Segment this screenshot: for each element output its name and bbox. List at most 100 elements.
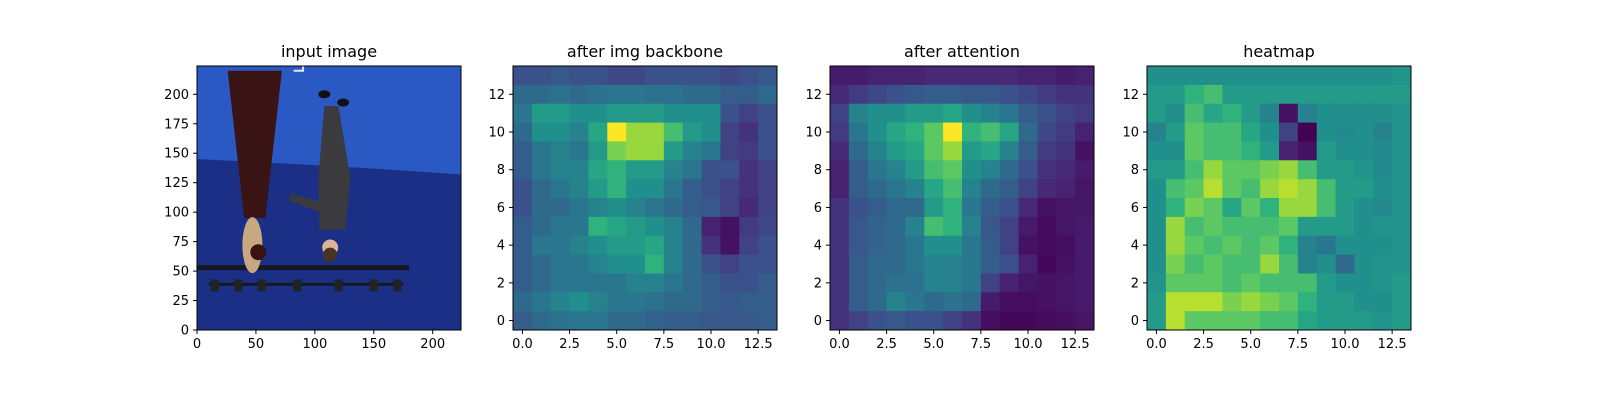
- panel-3-cell: [1184, 273, 1205, 293]
- panel-2-cell: [867, 103, 888, 124]
- photo-man-shoe: [318, 90, 331, 99]
- panel-3-cell: [1165, 216, 1186, 237]
- panel-1-cell: [588, 84, 608, 105]
- panel-3-cell: [1241, 198, 1261, 218]
- panel-1-cell: [607, 235, 627, 256]
- panel-1-cell: [607, 160, 627, 180]
- panel-3-cell: [1147, 84, 1167, 105]
- panel-2-cell: [1018, 292, 1038, 312]
- panel-1-cell: [531, 198, 552, 218]
- photo-light: [393, 279, 402, 292]
- panel-3-cell: [1203, 103, 1223, 124]
- panel-1-cell: [569, 179, 589, 199]
- panel-1-cell: [550, 235, 571, 256]
- panel-3-cell: [1241, 66, 1261, 86]
- panel-2-cell: [1037, 84, 1057, 105]
- panel-2-cell: [1018, 66, 1038, 86]
- panel-3-cell: [1297, 198, 1318, 218]
- panel-2-cell: [999, 254, 1020, 274]
- panel-2-cell: [1018, 254, 1038, 274]
- panel-2-cell: [1018, 160, 1038, 180]
- panel-1-cell: [758, 311, 778, 331]
- panel-3-cell: [1184, 122, 1205, 142]
- panel-2-ytick-label: 8: [814, 163, 822, 178]
- panel-3-cell: [1354, 311, 1374, 331]
- panel-3-cell: [1222, 179, 1242, 199]
- panel-1-cell: [513, 254, 533, 274]
- panel-1-ytick-label: 0: [497, 314, 505, 329]
- panel-1-cell: [531, 103, 552, 124]
- panel-1-cell: [663, 235, 684, 256]
- panel-2-cell: [830, 160, 850, 180]
- panel-3-cell: [1279, 198, 1299, 218]
- panel-1-cell: [607, 292, 627, 312]
- panel-2-cell: [943, 179, 963, 199]
- panel-2-cell: [943, 235, 963, 256]
- panel-1-cell: [663, 292, 684, 312]
- panel-2-cell: [830, 198, 850, 218]
- panel-2-cell: [1056, 122, 1076, 142]
- panel-2-cell: [1056, 292, 1076, 312]
- panel-2-cell: [905, 216, 925, 237]
- panel-1-cell: [588, 160, 608, 180]
- panel-2-cell: [980, 254, 1001, 274]
- panel-2-cell: [1018, 198, 1038, 218]
- panel-1-cell: [645, 141, 665, 161]
- panel-3-cell: [1392, 179, 1412, 199]
- panel-2-cell: [886, 198, 906, 218]
- panel-1-cell: [739, 235, 759, 256]
- panel-2-cell: [848, 235, 869, 256]
- panel-3-cell: [1165, 292, 1186, 312]
- panel-3: heatmap 0.0 2.5 5.0 7.5 10.0 12.5 0 2 4 6 8 10 12: [1122, 42, 1412, 352]
- panel-1-cell: [739, 198, 759, 218]
- panel-1-cell: [663, 198, 684, 218]
- panel-2-cell: [999, 179, 1020, 199]
- panel-3-cell: [1316, 141, 1337, 161]
- panel-1-cell: [739, 273, 759, 293]
- panel-2-cell: [1037, 311, 1057, 331]
- panel-1-cell: [513, 141, 533, 161]
- panel-3-cell: [1297, 122, 1318, 142]
- panel-3-cell: [1373, 292, 1393, 312]
- panel-3-cell: [1335, 198, 1355, 218]
- panel-2-cell: [924, 141, 944, 161]
- panel-1-cell: [645, 122, 665, 142]
- panel-2-cell: [924, 66, 944, 86]
- panel-2-cell: [867, 160, 888, 180]
- panel-3-cell: [1184, 66, 1205, 86]
- panel-3-cell: [1316, 84, 1337, 105]
- panel-2-xtick-label: 7.5: [971, 337, 992, 352]
- panel-2-cell: [886, 103, 906, 124]
- panel-1-cell: [588, 66, 608, 86]
- panel-3-cell: [1392, 292, 1412, 312]
- panel-2: after attention 0.0 2.5 5.0 7.5 10.0 12.5 0 2 4 6 8…: [805, 42, 1095, 352]
- panel-1-cell: [550, 311, 571, 331]
- panel-2-cell: [980, 122, 1001, 142]
- panel-3-cell: [1373, 84, 1393, 105]
- panel-2-cell: [1056, 179, 1076, 199]
- panel-3-title: heatmap: [1243, 42, 1315, 61]
- panel-3-cell: [1222, 122, 1242, 142]
- panel-1-cell: [531, 122, 552, 142]
- panel-1-xtick-label: 5.0: [606, 337, 627, 352]
- panel-2-cell: [886, 273, 906, 293]
- panel-2-cell: [924, 216, 944, 237]
- panel-2-cell: [1075, 179, 1095, 199]
- panel-1-cell: [720, 254, 740, 274]
- panel-2-cell: [1056, 103, 1076, 124]
- panel-1-cell: [531, 235, 552, 256]
- panel-3-cell: [1203, 311, 1223, 331]
- panel-1-ytick-label: 8: [497, 163, 505, 178]
- panel-1-xtick-label: 7.5: [654, 337, 675, 352]
- panel-2-cell: [943, 198, 963, 218]
- panel-1-cell: [607, 198, 627, 218]
- panel-1-cell: [682, 160, 703, 180]
- panel-2-xtick-label: 12.5: [1061, 337, 1090, 352]
- panel-3-cell: [1147, 311, 1167, 331]
- panel-2-cell: [999, 84, 1020, 105]
- photo-light: [334, 279, 343, 292]
- panel-3-cell: [1241, 160, 1261, 180]
- panel-3-cell: [1260, 122, 1280, 142]
- panel-3-cell: [1222, 235, 1242, 256]
